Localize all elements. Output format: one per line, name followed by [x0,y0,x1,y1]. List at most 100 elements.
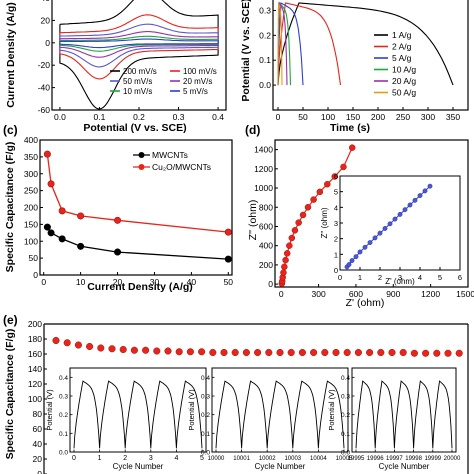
b-gcd-curve [277,2,304,86]
undefined-ytick-label: -20 [38,60,51,70]
e-inset-xtick-label: 20000 [444,456,461,462]
d-inset-point [392,216,398,222]
b-legend-label: 5 A/g [392,53,412,63]
c-legend-label: MWCNTs [152,150,188,160]
undefined-ytick-label: 1200 [254,164,273,174]
e-inset-xlabel: Cycle Number [379,462,430,471]
d-inset-xtick-label: 5 [438,273,442,282]
undefined-ytick-label: 180 [28,334,42,344]
e-inset-xtick-label: 19999 [424,456,441,462]
c-legend-marker [138,164,145,170]
a-cv-loop [59,38,219,49]
e-inset-frame [69,367,207,453]
d-inset-ytick-label: 0 [334,266,338,275]
e-data-point [119,345,127,354]
c-legend-marker [138,152,145,158]
a-cv-loop [59,0,219,110]
d-inset-point [417,193,423,198]
e-inset-xtick-label: 10000 [208,456,225,462]
undefined-ytick-label: 0.0 [259,80,271,90]
d-inset-xlabel: Z' (ohm) [385,277,415,286]
e-inset-ytick-label: 0.1 [59,431,68,438]
undefined-ytick-label: 0.3 [259,5,271,15]
d-xtick-label: 900 [386,289,400,299]
d-inset-xtick-label: 1 [358,273,362,282]
c-xtick-label: 40 [187,277,197,287]
d-data-point [282,256,289,264]
e-inset-ytick-label: 0.3 [59,394,68,401]
e-inset-gcd-curve [215,380,345,449]
b-legend-label: 2 A/g [392,42,412,52]
a-legend-label: 20 mV/s [183,77,212,86]
e-data-point [444,349,452,357]
undefined-ytick-label: 0.1 [259,55,271,65]
d-inset-point [427,183,433,189]
e-inset-frame [211,367,349,453]
e-data-point [175,348,183,356]
d-inset-point [382,226,388,231]
b-legend-label: 1 A/g [392,30,412,40]
e-inset-xtick-label: 19997 [386,456,403,462]
e-inset-xtick-label: 2 [123,455,127,462]
c-data-point [43,223,51,231]
a-legend-label: 5 mV/s [183,87,208,96]
e-data-point [209,348,217,357]
d-inset-point [346,262,352,267]
undefined-ytick-label: 160 [28,349,42,359]
d-xtick-label: 0 [279,289,284,299]
e-inset-xtick-label: 19998 [405,456,422,462]
undefined-ytick-label: 200 [28,319,42,329]
undefined-ytick-label: 100 [24,236,38,246]
b-gcd-curve [277,2,342,86]
d-inset-point [349,258,355,263]
c-data-point [58,235,66,243]
undefined-ytick-label: 300 [24,169,38,179]
undefined-ytick-label: 400 [24,135,38,145]
undefined-ytick-label: 0 [37,469,42,474]
e-inset-ytick-label: 0.2 [341,412,350,419]
d-plot-frame [274,139,469,288]
d-data-point [288,234,296,242]
b-plot-frame [272,0,469,111]
e-inset-ylabel: Potential (V) [187,389,196,431]
e-inset-xtick-label: 0 [72,455,76,462]
b-xlabel: Time (s) [330,122,370,134]
e-inset-xtick-label: 19995 [348,456,365,462]
e-inset-ytick-label: 0.1 [201,431,210,438]
d-inset-point [407,202,413,208]
undefined-ytick-label: 20 [33,454,43,464]
e-data-point [164,347,172,355]
c-legend-label: Cu₂O/MWCNTs [152,162,211,172]
d-inset-ytick-label: 3 [334,219,338,228]
d-inset-xtick-label: 3 [398,273,402,282]
undefined-ytick-label: 20 [41,15,51,25]
d-data-point [348,144,356,151]
undefined-ytick-label: 150 [24,219,38,229]
d-inset-ytick-label: 2 [334,235,338,244]
c-data-point [77,242,85,250]
e-inset-ytick-label: 0.3 [341,394,350,401]
d-xtick-label: 300 [311,289,325,299]
undefined-ytick-label: 200 [24,203,38,213]
undefined-ytick-label: -60 [38,105,51,115]
d-data-point [291,227,299,234]
e-data-point [399,348,407,357]
c-series-line [46,226,229,260]
e-data-point [310,348,318,357]
a-xtick-label: 0.1 [94,112,106,122]
undefined-ytick-label: 250 [24,186,38,196]
d-data-point [283,250,291,257]
e-inset-ytick-label: 0.1 [341,431,350,438]
b-xtick-label: 300 [421,112,435,122]
e-data-point [97,344,105,352]
a-legend-label: 10 mV/s [123,87,152,96]
e-inset-ytick-label: 0.4 [341,375,350,382]
e-inset-gcd-curve [355,380,453,449]
d-data-point [324,180,331,188]
c-data-point [114,248,122,256]
b-legend-label: 10 A/g [392,65,416,75]
e-data-point [231,348,239,357]
undefined-ytick-label: 100 [28,394,42,404]
e-data-point [108,345,116,353]
